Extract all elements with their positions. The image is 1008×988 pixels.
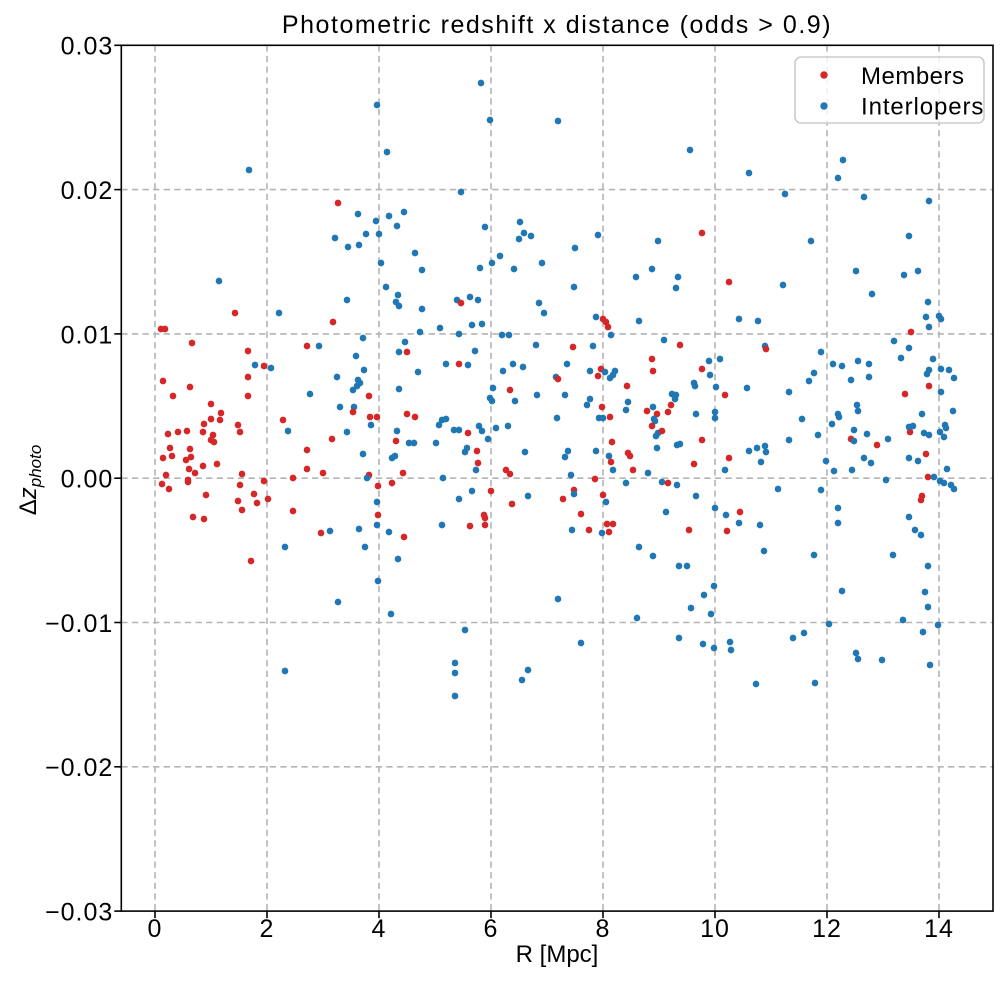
svg-text:Interlopers: Interlopers xyxy=(861,94,984,121)
svg-text:−0.02: −0.02 xyxy=(45,754,113,782)
svg-text:12: 12 xyxy=(812,915,842,943)
svg-text:10: 10 xyxy=(700,915,730,943)
svg-text:8: 8 xyxy=(596,915,611,943)
svg-text:Photometric redshift x distanc: Photometric redshift x distance (odds > … xyxy=(282,11,832,39)
svg-text:−0.01: −0.01 xyxy=(45,610,113,638)
svg-text:0.02: 0.02 xyxy=(61,177,114,205)
svg-text:0.01: 0.01 xyxy=(61,321,114,349)
svg-text:Members: Members xyxy=(861,63,965,90)
svg-text:6: 6 xyxy=(484,915,499,943)
svg-text:0: 0 xyxy=(148,915,163,943)
svg-text:14: 14 xyxy=(924,915,954,943)
svg-text:0.00: 0.00 xyxy=(61,466,114,494)
svg-text:2: 2 xyxy=(260,915,275,943)
svg-text:4: 4 xyxy=(372,915,387,943)
svg-text:R [Mpc]: R [Mpc] xyxy=(516,941,599,968)
svg-text:−0.03: −0.03 xyxy=(45,899,113,927)
svg-text:0.03: 0.03 xyxy=(61,33,114,61)
